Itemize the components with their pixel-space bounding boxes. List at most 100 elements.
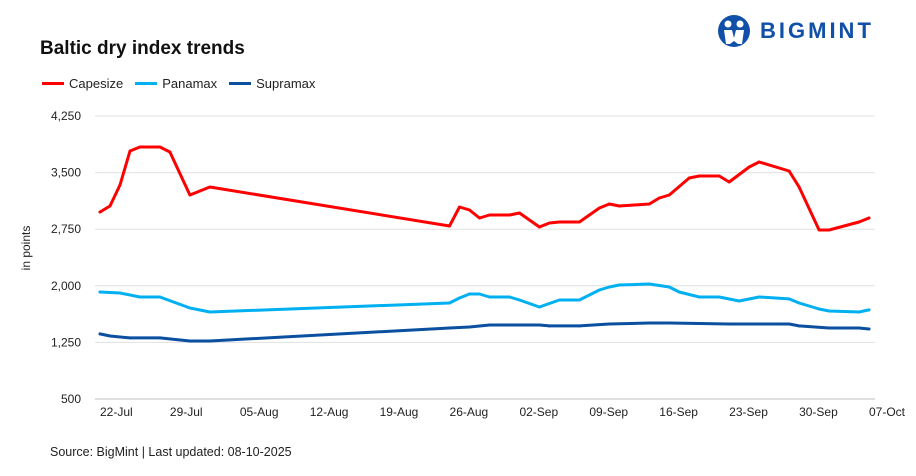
data-point-panamax: [867, 308, 871, 312]
y-tick-label: 500: [61, 392, 81, 406]
data-point-panamax: [737, 299, 741, 303]
legend-swatch-supramax: [229, 82, 252, 85]
chart-title: Baltic dry index trends: [40, 38, 245, 59]
data-point-capesize: [827, 228, 831, 232]
data-point-panamax: [558, 298, 561, 302]
data-point-panamax: [488, 295, 491, 299]
data-point-panamax: [158, 295, 162, 299]
data-point-supramax: [727, 322, 731, 326]
data-point-panamax: [757, 295, 761, 299]
data-point-supramax: [188, 339, 192, 343]
data-point-panamax: [597, 288, 601, 292]
data-point-capesize: [488, 213, 491, 217]
legend-swatch-capesize: [42, 82, 64, 85]
series-line-panamax: [98, 282, 871, 314]
data-point-supramax: [607, 322, 611, 326]
data-point-capesize: [118, 183, 122, 187]
series-line-supramax: [98, 321, 871, 343]
data-point-supramax: [538, 323, 541, 327]
data-point-capesize: [558, 220, 561, 224]
data-point-capesize: [108, 204, 112, 208]
data-point-supramax: [797, 324, 801, 328]
data-point-capesize: [867, 216, 871, 220]
data-point-panamax: [188, 306, 192, 310]
x-tick-label: 07-Oct: [869, 405, 906, 419]
data-point-capesize: [607, 202, 611, 206]
data-point-supramax: [98, 332, 102, 336]
x-tick-label: 26-Aug: [450, 405, 489, 419]
data-point-panamax: [617, 283, 621, 287]
legend: Capesize Panamax Supramax: [42, 76, 315, 91]
x-tick-label: 30-Sep: [799, 405, 838, 419]
data-point-capesize: [747, 165, 751, 169]
y-tick-label: 2,750: [51, 222, 81, 236]
data-point-capesize: [508, 213, 511, 217]
data-point-capesize: [597, 206, 601, 210]
x-tick-label: 22-Jul: [100, 405, 133, 419]
data-point-capesize: [687, 176, 691, 180]
data-point-panamax: [787, 297, 791, 301]
x-tick-label: 12-Aug: [310, 405, 349, 419]
data-point-capesize: [98, 210, 102, 214]
x-tick-label: 29-Jul: [170, 405, 203, 419]
x-tick-label: 16-Sep: [659, 405, 698, 419]
data-point-supramax: [108, 334, 112, 338]
data-point-supramax: [128, 336, 132, 340]
x-tick-label: 05-Aug: [240, 405, 279, 419]
data-point-capesize: [657, 196, 661, 200]
legend-label: Supramax: [256, 76, 316, 91]
data-point-panamax: [518, 298, 521, 302]
data-point-supramax: [827, 326, 831, 330]
data-point-capesize: [128, 149, 132, 153]
data-point-capesize: [208, 185, 212, 189]
data-point-supramax: [667, 321, 671, 325]
y-tick-label: 1,250: [51, 335, 81, 349]
data-point-capesize: [168, 150, 172, 154]
data-point-panamax: [538, 305, 541, 309]
x-tick-label: 02-Sep: [519, 405, 558, 419]
data-point-panamax: [98, 290, 102, 294]
data-point-capesize: [617, 204, 621, 208]
y-axis-label: in points: [19, 226, 33, 271]
data-point-panamax: [118, 291, 122, 295]
data-point-panamax: [448, 301, 451, 305]
data-point-panamax: [607, 285, 611, 289]
data-point-capesize: [138, 145, 142, 149]
data-point-capesize: [717, 174, 721, 178]
data-point-panamax: [817, 307, 821, 311]
data-point-capesize: [577, 220, 581, 224]
data-point-panamax: [697, 295, 701, 299]
data-point-supramax: [548, 324, 551, 328]
data-point-panamax: [138, 295, 142, 299]
data-point-supramax: [208, 339, 212, 343]
y-tick-label: 4,250: [51, 109, 81, 123]
data-point-capesize: [647, 202, 651, 206]
data-point-supramax: [787, 322, 791, 326]
data-point-panamax: [717, 295, 721, 299]
x-tick-label: 19-Aug: [380, 405, 419, 419]
data-point-supramax: [488, 323, 491, 327]
data-point-capesize: [158, 145, 162, 149]
bigmint-logo: BIGMINT: [716, 14, 874, 48]
legend-swatch-panamax: [135, 82, 158, 85]
data-point-panamax: [667, 285, 671, 289]
data-point-capesize: [757, 160, 761, 164]
bigmint-logo-icon: [718, 15, 750, 47]
data-point-capesize: [667, 193, 671, 197]
legend-label: Panamax: [162, 76, 218, 91]
data-point-panamax: [677, 290, 681, 294]
data-point-supramax: [647, 321, 651, 325]
x-tick-label: 23-Sep: [729, 405, 768, 419]
data-point-supramax: [448, 326, 451, 330]
data-point-panamax: [208, 310, 212, 314]
data-point-supramax: [158, 336, 162, 340]
data-point-capesize: [797, 185, 801, 189]
data-point-capesize: [188, 193, 192, 197]
data-point-panamax: [857, 310, 861, 314]
data-point-supramax: [577, 324, 581, 328]
data-point-panamax: [458, 296, 461, 300]
data-point-panamax: [508, 295, 511, 299]
legend-item-capesize: Capesize: [42, 76, 123, 91]
legend-label: Capesize: [69, 76, 124, 91]
